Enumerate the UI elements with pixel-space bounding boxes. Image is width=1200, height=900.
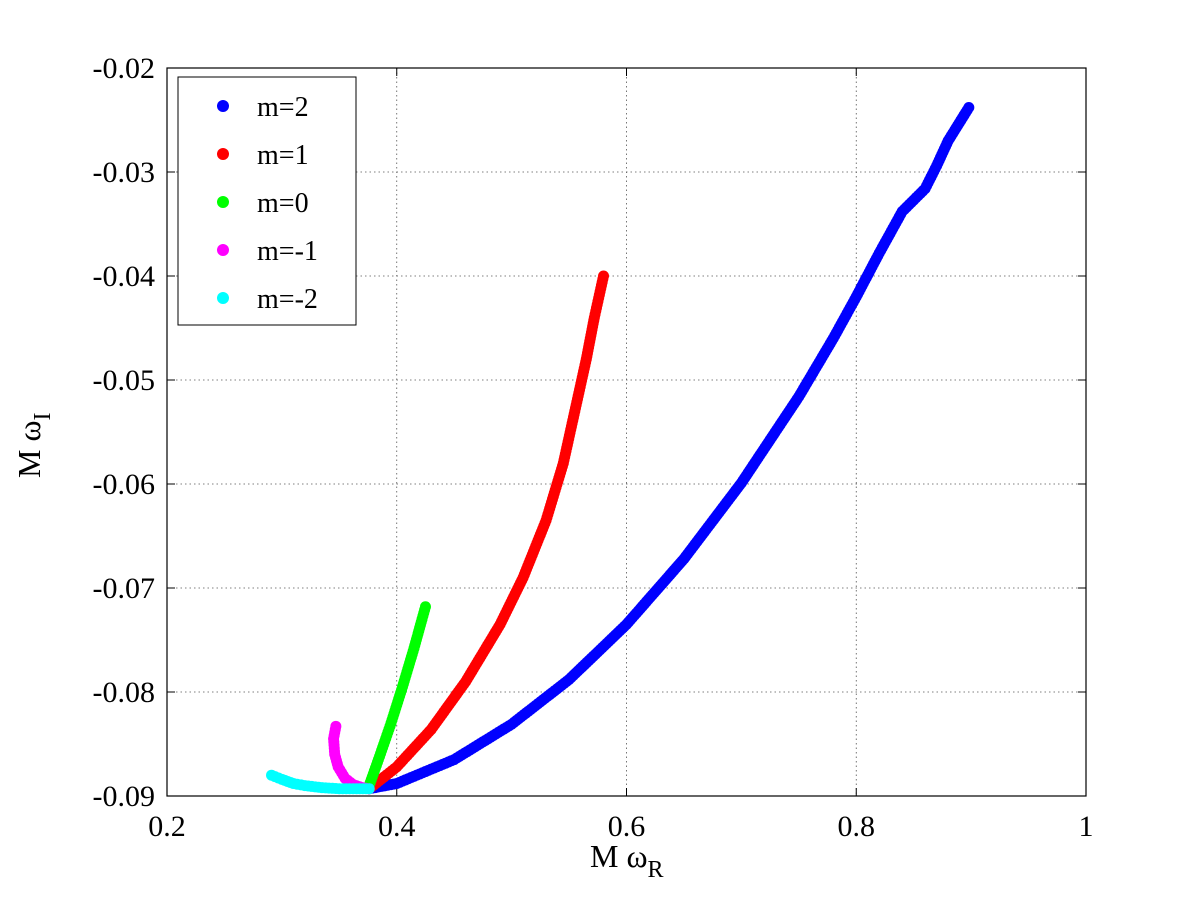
legend-label: m=-2: [257, 284, 318, 315]
x-tick-label: 0.6: [608, 810, 646, 843]
y-tick-label: -0.05: [93, 364, 156, 397]
legend-marker: [217, 244, 229, 256]
x-axis-label: M ωR: [590, 838, 664, 883]
axis-ticks: 0.2 0.4 0.6 0.8 1 -0.09 -0.08 -0.07 -0.06 -0.05 -0…: [93, 52, 1094, 843]
x-tick-label: 0.2: [148, 810, 186, 843]
series-m=0: [363, 601, 431, 792]
legend-marker: [217, 292, 229, 304]
x-tick-label: 0.4: [378, 810, 416, 843]
series-m=-2: [266, 769, 375, 795]
y-axis-label: M ωI: [11, 412, 56, 478]
data-point: [419, 601, 431, 613]
y-tick-label: -0.08: [93, 676, 156, 709]
series-m=2: [363, 102, 975, 795]
y-tick-label: -0.06: [93, 468, 156, 501]
legend-box: [177, 76, 357, 326]
data-point: [363, 783, 375, 795]
legend-marker: [217, 100, 229, 112]
legend-item: m=1: [217, 140, 309, 171]
y-tick-label: -0.02: [93, 52, 156, 85]
y-tick-label: -0.07: [93, 572, 156, 605]
legend-item: m=0: [217, 188, 309, 219]
x-tick-label: 1: [1079, 810, 1094, 843]
legend-label: m=-1: [257, 236, 318, 267]
legend-item: m=-1: [217, 236, 318, 267]
data-point: [963, 102, 975, 114]
legend-marker: [217, 148, 229, 160]
x-tick-label: 0.8: [838, 810, 876, 843]
legend: m=2 m=1 m=0 m=-1 m=-2: [177, 76, 357, 326]
series-m=1: [363, 270, 610, 795]
legend-label: m=0: [257, 188, 309, 219]
y-tick-label: -0.09: [93, 780, 156, 813]
legend-item: m=-2: [217, 284, 318, 315]
legend-label: m=2: [257, 92, 309, 123]
y-tick-label: -0.04: [93, 260, 156, 293]
data-points: [266, 102, 975, 795]
legend-item: m=2: [217, 92, 309, 123]
legend-label: m=1: [257, 140, 309, 171]
data-point: [598, 270, 610, 282]
legend-marker: [217, 196, 229, 208]
y-tick-label: -0.03: [93, 156, 156, 189]
